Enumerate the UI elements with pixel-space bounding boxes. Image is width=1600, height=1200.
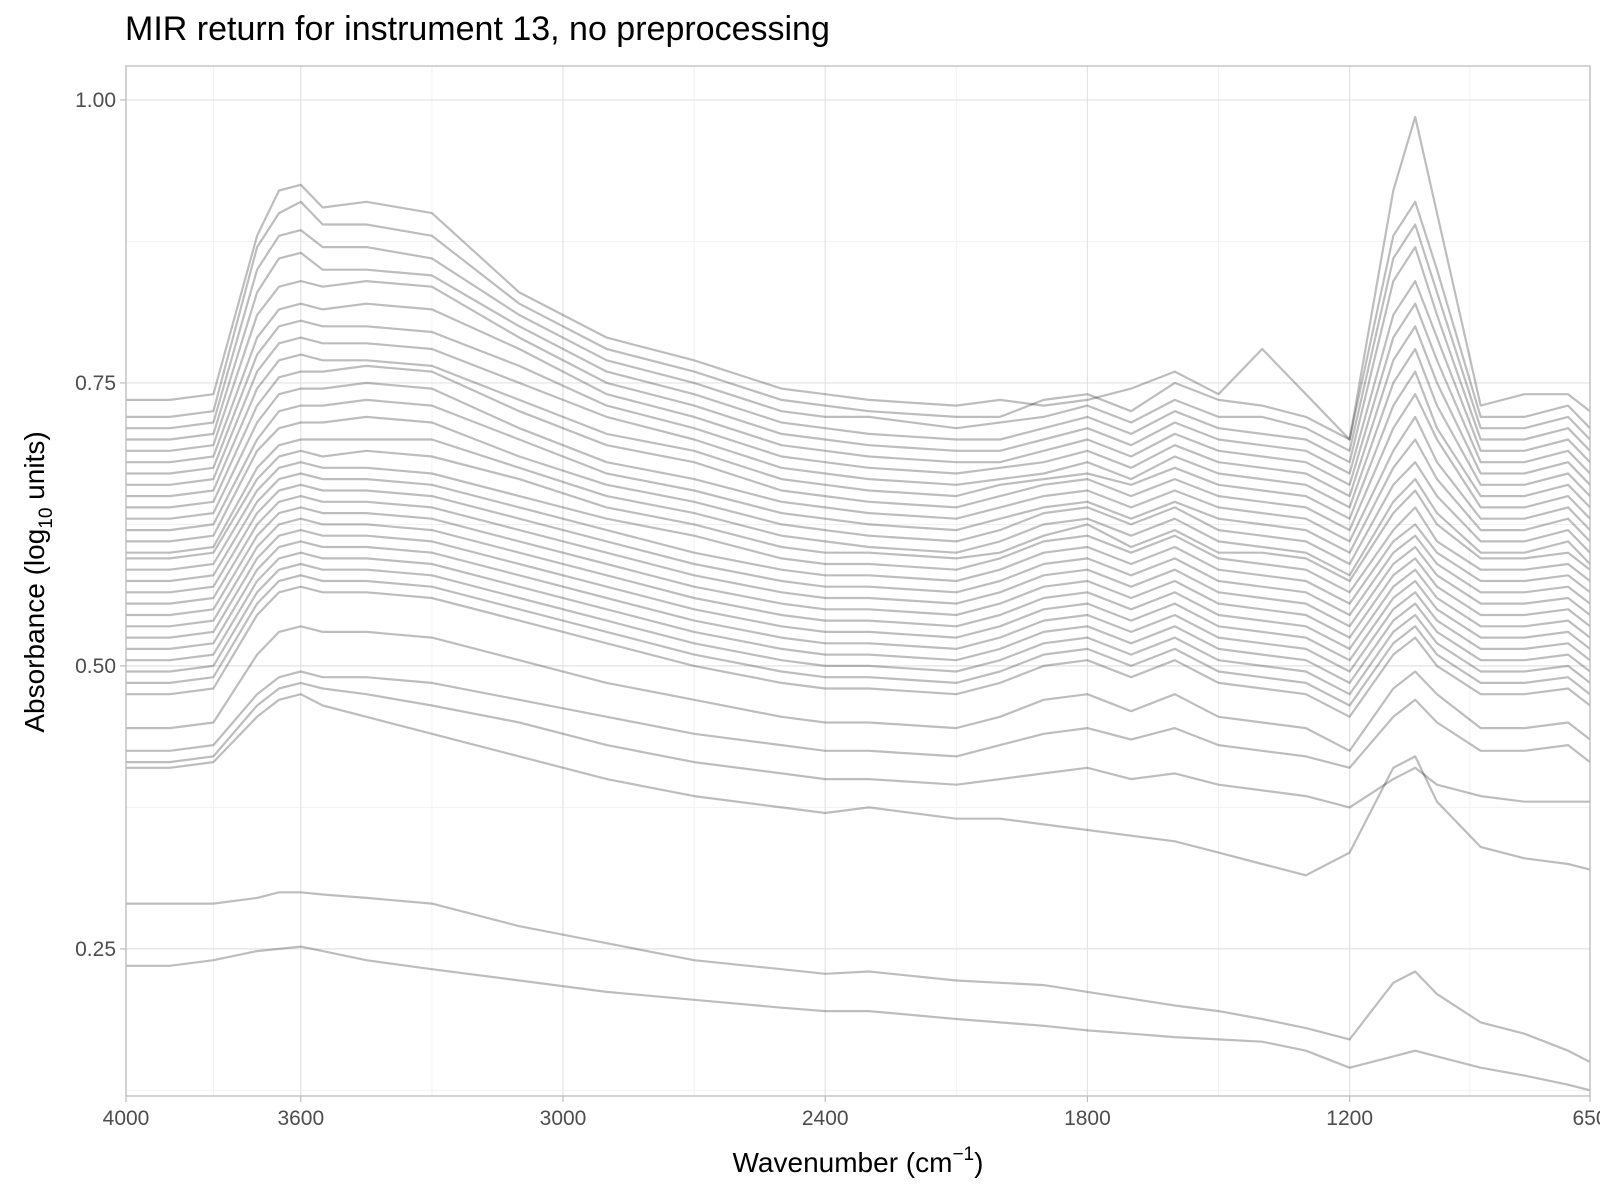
spectrum-line-28: [126, 625, 1591, 752]
x-tick-label: 3600: [277, 1107, 324, 1130]
spectrum-line-25: [126, 562, 1591, 696]
spectra-series: [126, 115, 1591, 1092]
spectrum-line-32: [126, 891, 1591, 1063]
spectrum-line-4: [126, 246, 1591, 464]
x-tick-label: 3000: [540, 1107, 587, 1130]
spectrum-line-15: [126, 449, 1591, 583]
spectrum-line-6: [126, 302, 1591, 486]
chart-title: MIR return for instrument 13, no preproc…: [125, 10, 830, 48]
spectrum-line-33: [126, 945, 1591, 1092]
spectrum-line-27: [126, 585, 1591, 718]
spectrum-line-1: [126, 115, 1591, 441]
spectrum-line-18: [126, 483, 1591, 617]
spectrum-line-20: [126, 506, 1591, 639]
x-tick-label: 1200: [1326, 1107, 1373, 1130]
spectrum-line-23: [126, 540, 1591, 673]
spectrum-line-16: [126, 461, 1591, 594]
spectrum-line-9: [126, 353, 1591, 520]
spectrum-line-5: [126, 280, 1591, 475]
spectrum-line-21: [126, 517, 1591, 650]
y-tick-label: 0.75: [75, 372, 116, 395]
x-tick-label: 4000: [103, 1107, 150, 1130]
spectrum-line-19: [126, 495, 1591, 628]
x-tick-label: 2400: [802, 1107, 849, 1130]
y-axis-title: Absorbance (log10 units): [19, 431, 57, 732]
spectrum-line-3: [126, 223, 1591, 452]
spectrum-line-12: [126, 398, 1591, 554]
spectrum-line-13: [126, 415, 1591, 566]
spectrum-line-11: [126, 381, 1591, 543]
spectrum-line-17: [126, 472, 1591, 605]
spectrum-line-7: [126, 319, 1591, 498]
y-tick-label: 0.50: [75, 655, 116, 678]
plot-panel-border: [125, 65, 1591, 1097]
y-tick-label: 0.25: [75, 938, 116, 961]
spectrum-line-24: [126, 551, 1591, 684]
x-axis-title: Wavenumber (cm−1): [733, 1144, 984, 1178]
spectrum-line-29: [126, 670, 1591, 769]
x-tick-label: 650: [1572, 1107, 1600, 1130]
y-tick-label: 1.00: [75, 89, 116, 112]
spectrum-line-10: [126, 364, 1591, 532]
spectrum-line-14: [126, 438, 1591, 577]
x-tick-label: 1800: [1064, 1107, 1111, 1130]
spectrum-line-26: [126, 574, 1591, 707]
spectrum-line-8: [126, 336, 1591, 509]
spectrum-line-30: [126, 681, 1590, 809]
spectrum-line-2: [126, 200, 1591, 441]
spectrum-line-31: [126, 693, 1591, 877]
spectrum-line-22: [126, 529, 1591, 662]
axis-ticks: 4000 3600 3000 2400 1800 1200 650 0.25 0.50 0.75 1…: [75, 89, 1600, 1130]
